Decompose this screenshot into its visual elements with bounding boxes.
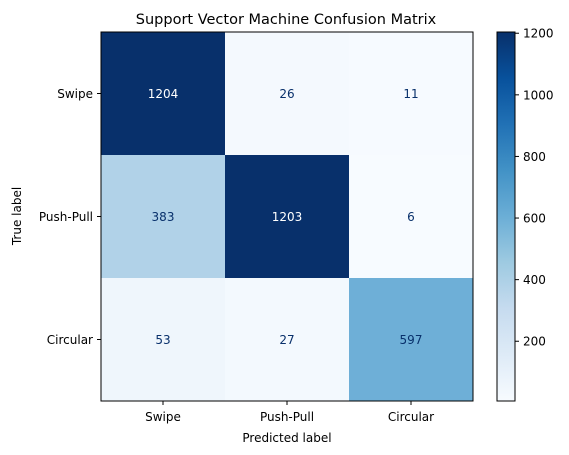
colorbar-ticks: 200 400 600 800 1000 1200: [515, 27, 554, 349]
x-tick-label: Push-Pull: [260, 410, 314, 424]
colorbar-tick-label: 1200: [523, 27, 554, 41]
colorbar-tick-label: 600: [523, 212, 546, 226]
colorbar-tick-label: 1000: [523, 88, 554, 102]
cell-value-label: 1204: [148, 87, 179, 101]
x-tick-label: Swipe: [145, 410, 181, 424]
cell-value-label: 383: [152, 210, 175, 224]
matrix-cell: [349, 32, 474, 156]
matrix-cell: [225, 278, 350, 402]
cell-value-label: 11: [403, 87, 418, 101]
y-tick-label: Push-Pull: [39, 210, 93, 224]
cell-value-label: 597: [400, 333, 423, 347]
colorbar-tick-label: 200: [523, 335, 546, 349]
matrix-cell: [225, 155, 350, 279]
y-tick-label: Circular: [47, 333, 93, 347]
cell-value-label: 26: [279, 87, 294, 101]
cell-value-label: 1203: [272, 210, 303, 224]
matrix-cell: [225, 32, 350, 156]
cell-value-label: 27: [279, 333, 294, 347]
cell-value-label: 53: [155, 333, 170, 347]
cell-value-label: 6: [407, 210, 415, 224]
colorbar-tick-label: 400: [523, 273, 546, 287]
y-axis-ticks: Swipe Push-Pull Circular: [39, 87, 101, 347]
matrix-cells: [101, 32, 474, 402]
x-axis-label: Predicted label: [242, 431, 331, 445]
matrix-cell: [101, 278, 226, 402]
matrix-cell: [349, 278, 474, 402]
matrix-cell-labels: 1204 26 11 383 1203 6 53 27 597: [148, 87, 423, 347]
y-axis-label: True label: [10, 187, 24, 246]
y-tick-label: Swipe: [57, 87, 93, 101]
matrix-cell: [101, 155, 226, 279]
colorbar: [496, 31, 516, 402]
x-tick-label: Circular: [388, 410, 434, 424]
matrix-cell: [101, 32, 226, 156]
x-axis-ticks: Swipe Push-Pull Circular: [145, 401, 434, 424]
chart-title: Support Vector Machine Confusion Matrix: [136, 12, 437, 28]
colorbar-tick-label: 800: [523, 150, 546, 164]
matrix-cell: [349, 155, 474, 279]
